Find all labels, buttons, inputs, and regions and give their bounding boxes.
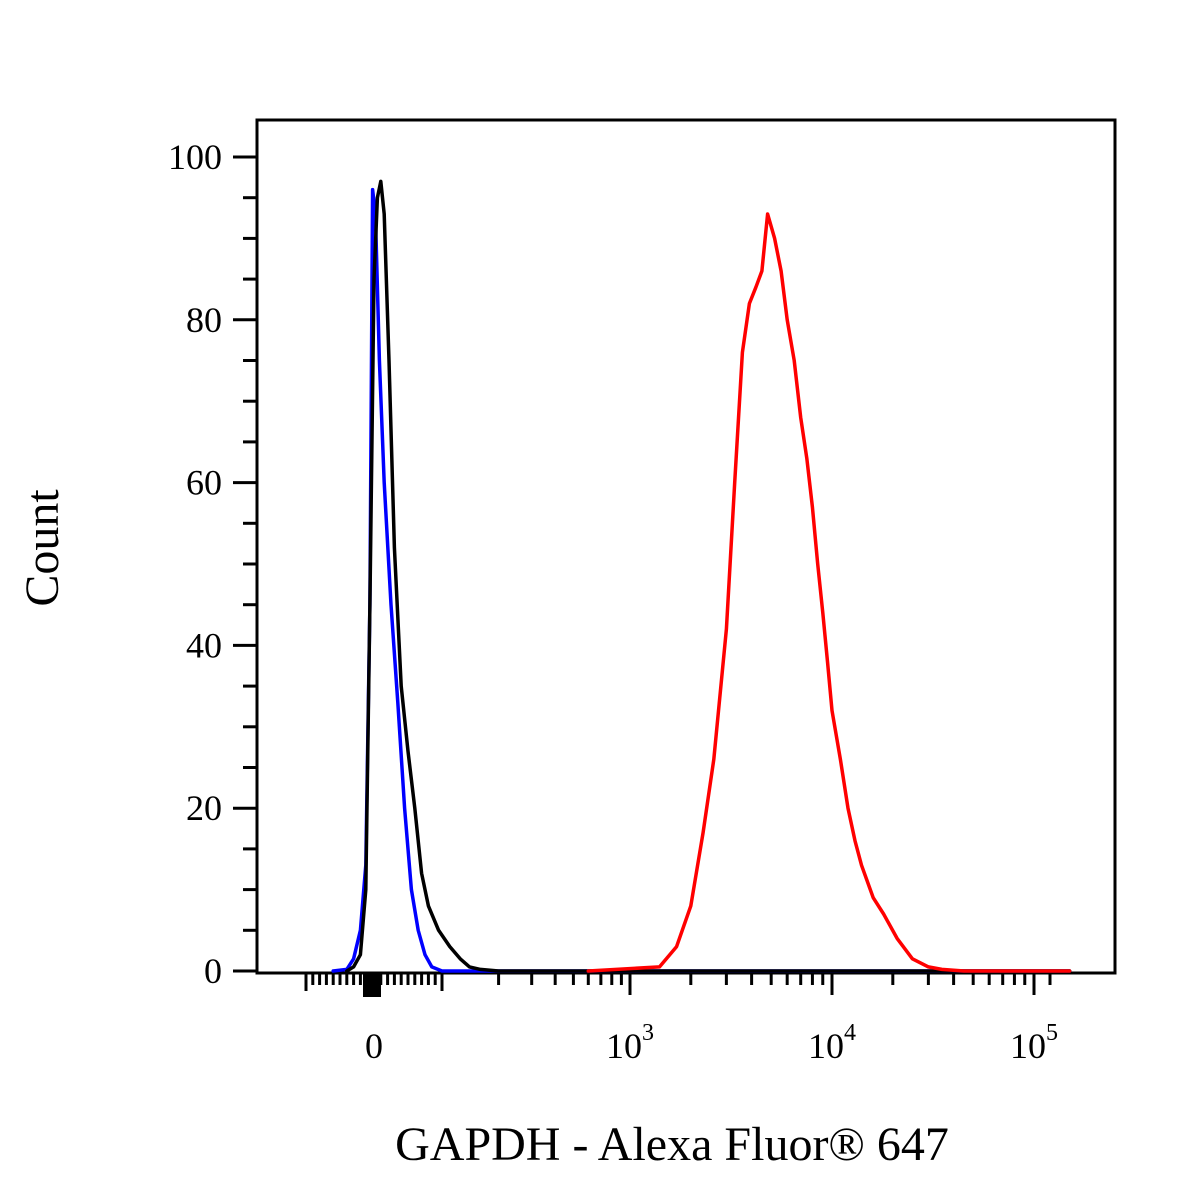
plot-area [255, 118, 1117, 975]
y-tick-label: 40 [186, 625, 222, 665]
y-tick-label: 80 [186, 300, 222, 340]
y-tick-label: 20 [186, 788, 222, 828]
x-axis-title: GAPDH - Alexa Fluor® 647 [395, 1118, 949, 1171]
series-line-2 [345, 179, 1072, 973]
series-line-1 [331, 187, 1072, 973]
x-zero-marker [363, 973, 381, 997]
y-tick-label: 0 [204, 951, 222, 991]
series-line-3 [586, 212, 1072, 973]
y-axis-title: Count [16, 489, 69, 607]
x-tick-label: 103 [606, 1020, 654, 1066]
series-layer [331, 179, 1072, 973]
x-tick-label: 0 [365, 1026, 383, 1066]
plot-frame [255, 118, 1117, 975]
y-axis: 0 20 40 60 80 100 [168, 137, 257, 991]
x-tick-label: 104 [808, 1020, 856, 1066]
y-tick-label: 60 [186, 463, 222, 503]
x-axis: 0 103 104 105 [304, 973, 1058, 1066]
x-tick-label: 105 [1010, 1020, 1058, 1066]
y-tick-label: 100 [168, 137, 222, 177]
